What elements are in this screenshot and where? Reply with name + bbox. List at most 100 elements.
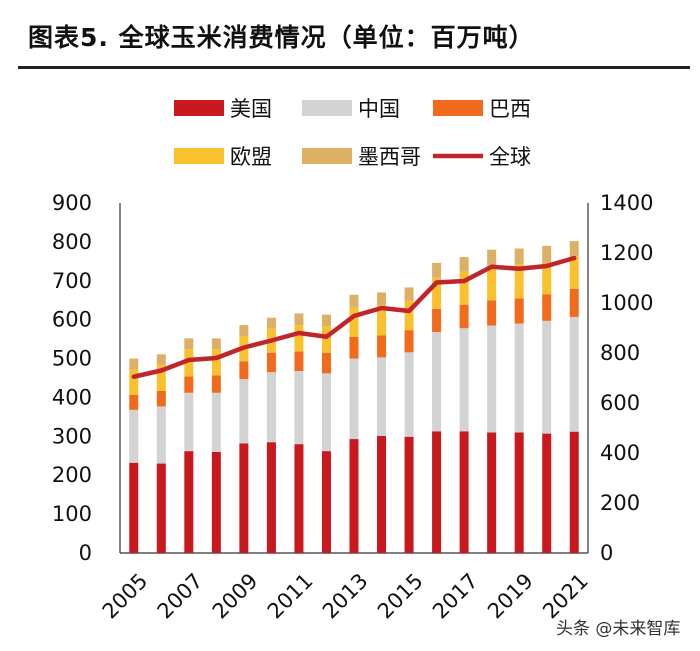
x-tick-label: 2007 xyxy=(153,569,208,624)
bar-segment xyxy=(129,369,139,395)
bar-segment xyxy=(211,375,221,393)
y-left-tick-label: 800 xyxy=(52,230,92,254)
y-left-tick-label: 900 xyxy=(52,191,92,215)
bar-segment xyxy=(542,245,552,263)
legend-swatch xyxy=(433,100,483,116)
y-left-tick-label: 100 xyxy=(52,502,92,526)
y-right-tick-label: 400 xyxy=(600,441,640,465)
bar-segment xyxy=(459,328,469,432)
bar-segment xyxy=(321,373,331,452)
bar-segment xyxy=(156,406,166,464)
legend-swatch xyxy=(174,148,224,164)
bar-segment xyxy=(569,288,579,317)
bar-segment xyxy=(294,325,304,352)
bar-segment xyxy=(542,433,552,553)
legend-swatch xyxy=(302,100,352,116)
y-left-tick-label: 400 xyxy=(52,385,92,409)
title-divider xyxy=(18,66,690,69)
y-left-tick-label: 700 xyxy=(52,269,92,293)
bar-segment xyxy=(404,352,414,437)
global-total-line xyxy=(131,255,577,379)
bar-segment xyxy=(321,326,331,353)
x-tick-label: 2015 xyxy=(373,569,428,624)
bar-segment xyxy=(266,317,276,329)
bar-segment xyxy=(129,358,139,370)
bar-segment xyxy=(129,409,139,463)
line-layer xyxy=(131,255,577,379)
bar-segment xyxy=(239,325,249,336)
bar-segment xyxy=(569,431,579,553)
bar-segment xyxy=(184,376,194,393)
bar-segment xyxy=(156,390,166,407)
legend-label: 中国 xyxy=(358,97,400,121)
bar-segment xyxy=(156,365,166,391)
y-right-tick-label: 800 xyxy=(600,341,640,365)
bar-segment xyxy=(542,294,552,321)
bar-segment xyxy=(432,277,442,309)
bar-segment xyxy=(432,262,442,278)
watermark-text: 头条 @未来智库 xyxy=(556,619,680,639)
bar-segment xyxy=(266,442,276,553)
bar-segment xyxy=(377,292,387,306)
x-tick-label: 2017 xyxy=(428,569,483,624)
bar-layer xyxy=(129,241,579,553)
bar-segment xyxy=(156,354,166,366)
bar-segment xyxy=(184,349,194,377)
bar-segment xyxy=(211,392,221,452)
x-tick-label: 2005 xyxy=(98,569,153,624)
bar-segment xyxy=(514,432,524,553)
bar-segment xyxy=(294,371,304,445)
bar-segment xyxy=(514,323,524,433)
bar-segment xyxy=(211,451,221,553)
y-left-tick-label: 300 xyxy=(52,424,92,448)
bar-segment xyxy=(514,298,524,324)
bar-segment xyxy=(542,320,552,434)
bar-segment xyxy=(542,262,552,295)
legend-label: 巴西 xyxy=(489,97,531,121)
bar-segment xyxy=(487,300,497,326)
bar-segment xyxy=(487,265,497,301)
bar-segment xyxy=(349,439,359,553)
bar-segment xyxy=(211,338,221,350)
bar-segment xyxy=(294,444,304,553)
y-right-tick-label: 1200 xyxy=(600,241,653,265)
chart-title: 图表5. 全球玉米消费情况（单位：百万吨） xyxy=(28,23,535,52)
y-left-tick-label: 0 xyxy=(79,541,92,565)
legend-label: 墨西哥 xyxy=(358,145,421,169)
legend-swatch xyxy=(174,100,224,116)
bar-segment xyxy=(404,436,414,553)
bar-segment xyxy=(569,255,579,289)
bar-segment xyxy=(266,352,276,373)
bar-segment xyxy=(404,287,414,301)
bar-segment xyxy=(377,435,387,553)
y-left-tick-label: 600 xyxy=(52,308,92,332)
bar-segment xyxy=(321,451,331,553)
bar-segment xyxy=(487,325,497,433)
bar-segment xyxy=(487,249,497,266)
y-right-tick-label: 1400 xyxy=(600,191,653,215)
bar-segment xyxy=(349,307,359,337)
bar-segment xyxy=(432,431,442,553)
bar-segment xyxy=(211,349,221,376)
bar-segment xyxy=(459,271,469,305)
bar-segment xyxy=(266,372,276,443)
y-right-tick-label: 600 xyxy=(600,391,640,415)
y-left-tick-label: 500 xyxy=(52,347,92,371)
bar-segment xyxy=(349,294,359,308)
bar-segment xyxy=(184,338,194,350)
legend-label: 美国 xyxy=(230,97,272,121)
bar-segment xyxy=(459,304,469,329)
bar-segment xyxy=(569,316,579,432)
bar-segment xyxy=(514,264,524,299)
bar-segment xyxy=(294,351,304,371)
bar-segment xyxy=(349,358,359,440)
bar-segment xyxy=(377,305,387,336)
bar-segment xyxy=(321,314,331,327)
y-right-tick-label: 1000 xyxy=(600,291,653,315)
bar-segment xyxy=(321,352,331,374)
bar-segment xyxy=(377,335,387,358)
bar-segment xyxy=(404,300,414,331)
x-tick-label: 2011 xyxy=(263,569,318,624)
